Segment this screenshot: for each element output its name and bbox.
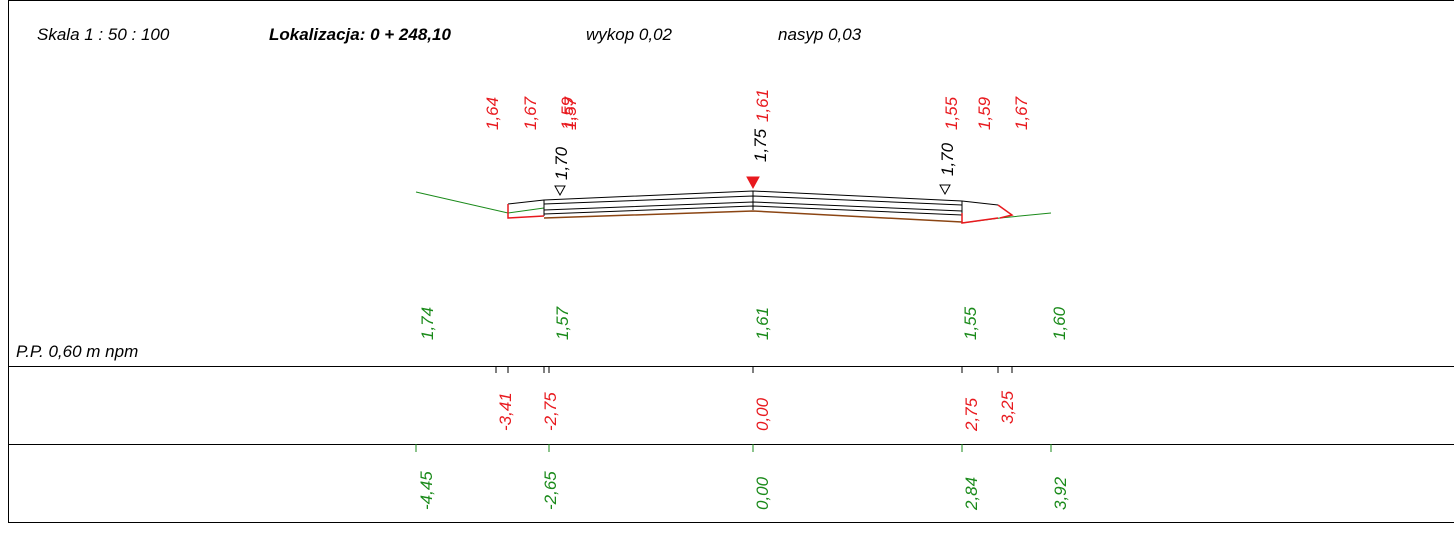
design-offset: 3,25 <box>998 390 1017 424</box>
height-markers <box>554 176 951 197</box>
road-edge-height: 1,70 <box>938 142 957 176</box>
axis-marker <box>746 176 760 190</box>
terrain-offsets: -4,45 -2,65 0,00 2,84 3,92 <box>417 471 1070 511</box>
terrain-height: 1,60 <box>1050 306 1069 340</box>
frame <box>8 0 1454 523</box>
terrain-height: 1,55 <box>961 306 980 340</box>
design-offset: -3,41 <box>496 392 515 431</box>
design-height: 1,67 <box>1012 96 1031 130</box>
terrain-offset: 2,84 <box>962 477 981 511</box>
design-offset: -2,75 <box>541 392 560 431</box>
edge-marker-right <box>939 184 951 196</box>
design-height: 1,67 <box>521 96 540 130</box>
design-offset: 0,00 <box>753 397 772 431</box>
slope-left <box>507 204 545 219</box>
design-offset: 2,75 <box>962 397 981 432</box>
terrain-offset: 3,92 <box>1051 476 1070 510</box>
design-offsets: -3,41 -2,75 0,00 2,75 3,25 <box>496 390 1017 432</box>
road-edge-heights: 1,70 1,75 1,70 <box>552 128 957 180</box>
design-height: 1,55 <box>942 96 961 130</box>
design-height: 1,64 <box>483 97 502 130</box>
terrain-offset: 0,00 <box>753 476 772 510</box>
scale-text: Skala 1 : 50 : 100 <box>37 25 170 44</box>
design-height: 1,59 <box>558 96 577 130</box>
edge-marker-left <box>554 185 566 197</box>
design-height: 1,59 <box>975 96 994 130</box>
slope-right <box>997 204 1014 219</box>
reference-level-text: P.P. 0,60 m npm <box>16 342 138 361</box>
road-edge-height: 1,70 <box>552 146 571 180</box>
design-height: 1,61 <box>753 89 772 122</box>
terrain-offset: -2,65 <box>541 471 560 510</box>
road-edge-height: 1,75 <box>751 128 770 162</box>
terrain-heights: 1,74 1,57 1,61 1,55 1,60 <box>418 306 1069 340</box>
terrain-height: 1,57 <box>553 306 572 340</box>
nasyp-text: nasyp 0,03 <box>778 25 862 44</box>
terrain-offset-ticks <box>415 444 1052 452</box>
slope-right-inner <box>961 213 999 224</box>
wykop-text: wykop 0,02 <box>586 25 673 44</box>
subgrade-line <box>543 210 963 223</box>
terrain-height: 1,74 <box>418 307 437 340</box>
location-text: Lokalizacja: 0 + 248,10 <box>269 25 451 44</box>
design-heights: 1,64 1,67 1,59 1,57 1,61 1,55 1,59 1,67 <box>483 89 1031 130</box>
terrain-height: 1,61 <box>753 307 772 340</box>
design-offset-ticks <box>495 366 1013 373</box>
cross-section-geometry <box>415 190 1052 224</box>
design-height: 1,57 <box>561 96 580 130</box>
terrain-offset: -4,45 <box>417 471 436 510</box>
